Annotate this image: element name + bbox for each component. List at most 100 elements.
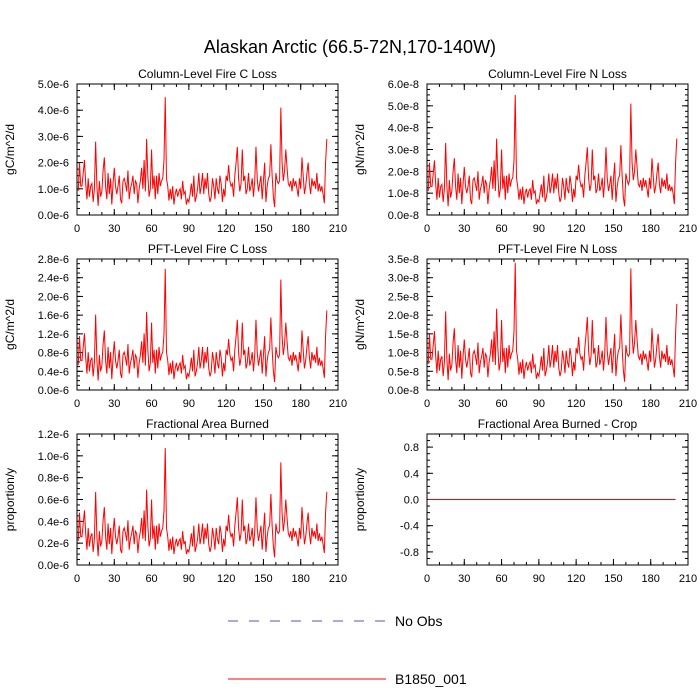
- figure-title: Alaskan Arctic (66.5-72N,170-140W): [204, 37, 496, 57]
- y-tick-label: 0.4e-6: [38, 366, 69, 378]
- x-tick-label: 210: [329, 573, 347, 585]
- y-tick-label: 3.5e-8: [388, 254, 419, 266]
- y-tick-label: 0.4e-6: [38, 516, 69, 528]
- x-tick-label: 30: [458, 573, 470, 585]
- y-tick-label: 1.2e-6: [38, 329, 69, 341]
- y-tick-label: 2.4e-6: [38, 273, 69, 285]
- plot-frame: [426, 258, 689, 391]
- y-tick-label: 1.6e-6: [38, 310, 69, 322]
- x-tick-label: 60: [495, 223, 507, 235]
- x-tick-label: 120: [217, 573, 235, 585]
- y-tick-label: 6.0e-8: [388, 79, 419, 91]
- x-tick-label: 150: [254, 223, 272, 235]
- y-tick-label: 2.0e-6: [38, 158, 69, 170]
- chart-title: PFT-Level Fire C Loss: [148, 242, 267, 256]
- x-tick-label: 60: [495, 398, 507, 410]
- x-tick-label: 0: [424, 223, 430, 235]
- y-tick-label: 4.0e-6: [38, 105, 69, 117]
- x-tick-label: 90: [533, 573, 545, 585]
- y-tick-label: 2.0e-8: [388, 310, 419, 322]
- x-tick-label: 0: [74, 398, 80, 410]
- x-tick-label: 120: [567, 573, 585, 585]
- x-tick-label: 210: [679, 223, 697, 235]
- x-tick-label: 60: [495, 573, 507, 585]
- y-tick-label: 0.2e-6: [38, 538, 69, 550]
- y-tick-label: 0.0e-6: [38, 385, 69, 397]
- y-tick-label: 0.6e-6: [38, 495, 69, 507]
- y-tick-label: 5.0e-8: [388, 101, 419, 113]
- y-tick-label: 2.0e-8: [388, 166, 419, 178]
- x-tick-label: 210: [329, 398, 347, 410]
- series-line-B1850_001: [77, 268, 328, 383]
- y-axis-label: gC/m^2/d: [3, 299, 17, 350]
- y-tick-label: 2.8e-6: [38, 254, 69, 266]
- x-tick-label: 90: [533, 398, 545, 410]
- x-tick-label: 180: [642, 398, 660, 410]
- y-tick-label: -0.8: [400, 547, 419, 559]
- y-tick-label: 0.0e-8: [388, 210, 419, 222]
- x-tick-label: 0: [424, 573, 430, 585]
- chart-panel-column-fire-c: Column-Level Fire C Loss gC/m^2/d 0 30 60 90 1…: [3, 67, 347, 235]
- x-tick-label: 120: [217, 398, 235, 410]
- chart-title: PFT-Level Fire N Loss: [498, 242, 617, 256]
- chart-panel-column-fire-n: Column-Level Fire N Loss gN/m^2/d 0 30 60 90 1…: [353, 67, 697, 235]
- x-tick-label: 60: [145, 398, 157, 410]
- chart-title: Fractional Area Burned - Crop: [478, 417, 638, 431]
- legend-label-no-obs: No Obs: [395, 613, 442, 629]
- x-tick-label: 90: [183, 223, 195, 235]
- series-line-B1850_001: [427, 94, 678, 207]
- x-tick-label: 60: [145, 573, 157, 585]
- x-tick-label: 150: [254, 398, 272, 410]
- y-axis-label: gN/m^2/d: [353, 124, 367, 175]
- y-tick-label: 3.0e-8: [388, 145, 419, 157]
- x-tick-label: 180: [642, 573, 660, 585]
- y-tick-label: 1.0e-6: [38, 184, 69, 196]
- y-tick-label: 0.0e-8: [388, 385, 419, 397]
- y-tick-label: 0.8e-6: [38, 348, 69, 360]
- x-tick-label: 30: [458, 398, 470, 410]
- x-tick-label: 150: [254, 573, 272, 585]
- legend-label-b1850: B1850_001: [395, 671, 467, 687]
- chart-panel-pft-fire-n: PFT-Level Fire N Loss gN/m^2/d 0 30 60 90 120 1…: [353, 242, 697, 410]
- y-tick-label: 0.0e-6: [38, 560, 69, 572]
- plot-frame: [76, 83, 339, 216]
- y-tick-label: 1.5e-8: [388, 329, 419, 341]
- y-tick-label: 2.5e-8: [388, 291, 419, 303]
- series-line-B1850_001: [427, 262, 678, 382]
- y-tick-label: 2.0e-6: [38, 291, 69, 303]
- x-tick-label: 0: [74, 223, 80, 235]
- chart-panels: Column-Level Fire C Loss gC/m^2/d 0 30 60 90 1…: [3, 67, 697, 585]
- chart-title: Column-Level Fire C Loss: [138, 67, 277, 81]
- x-tick-label: 180: [642, 223, 660, 235]
- x-tick-label: 30: [108, 223, 120, 235]
- y-tick-label: 0.4: [404, 468, 419, 480]
- chart-title: Column-Level Fire N Loss: [488, 67, 627, 81]
- y-tick-label: -0.4: [400, 521, 419, 533]
- y-axis-label: gN/m^2/d: [353, 299, 367, 350]
- plot-frame: [76, 433, 339, 566]
- plot-frame: [76, 258, 339, 391]
- y-tick-label: 3.0e-6: [38, 131, 69, 143]
- y-tick-label: 0.5e-8: [388, 366, 419, 378]
- x-tick-label: 0: [424, 398, 430, 410]
- x-tick-label: 210: [329, 223, 347, 235]
- chart-panel-pft-fire-c: PFT-Level Fire C Loss gC/m^2/d 0 30 60 90 120 1…: [3, 242, 347, 410]
- y-tick-label: 0.8: [404, 442, 419, 454]
- y-tick-label: 1.0e-6: [38, 451, 69, 463]
- y-tick-label: 0.0: [404, 495, 419, 507]
- y-tick-label: 1.2e-6: [38, 429, 69, 441]
- y-axis-label: proportion/y: [3, 468, 17, 531]
- y-tick-label: 4.0e-8: [388, 123, 419, 135]
- y-tick-label: 0.8e-6: [38, 473, 69, 485]
- x-tick-label: 210: [679, 573, 697, 585]
- y-tick-label: 3.0e-8: [388, 273, 419, 285]
- x-tick-label: 30: [108, 398, 120, 410]
- chart-panel-area-burned-crop: Fractional Area Burned - Crop proportion/…: [353, 417, 697, 585]
- x-tick-label: 60: [145, 223, 157, 235]
- x-tick-label: 120: [217, 223, 235, 235]
- y-tick-label: 5.0e-6: [38, 79, 69, 91]
- x-tick-label: 90: [183, 398, 195, 410]
- x-tick-label: 180: [292, 573, 310, 585]
- x-tick-label: 90: [183, 573, 195, 585]
